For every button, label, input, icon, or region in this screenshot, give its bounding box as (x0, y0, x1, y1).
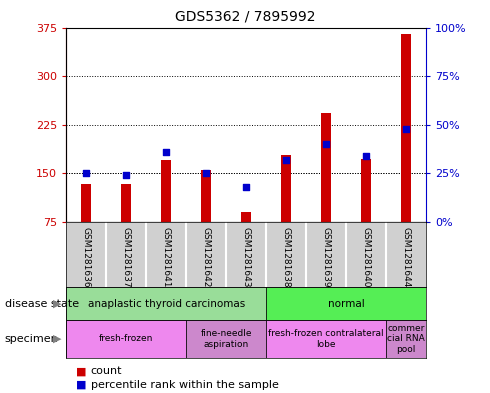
Bar (186, 320, 266, 358)
Text: fresh-frozen contralateral
lobe: fresh-frozen contralateral lobe (269, 329, 384, 349)
Text: fresh-frozen: fresh-frozen (99, 334, 153, 343)
Bar (321, 113, 331, 222)
Text: fine-needle
aspiration: fine-needle aspiration (200, 329, 252, 349)
Bar (121, 184, 131, 222)
Text: ▶: ▶ (53, 299, 61, 309)
Text: GSM1281643: GSM1281643 (242, 227, 251, 288)
Point (322, 141, 330, 147)
Bar (401, 34, 411, 222)
Point (363, 153, 370, 159)
Text: specimen: specimen (5, 334, 59, 344)
Point (202, 170, 210, 176)
Bar (386, 320, 426, 358)
Bar (81, 184, 91, 222)
Bar (266, 287, 426, 320)
Text: GSM1281641: GSM1281641 (162, 227, 171, 288)
Text: GSM1281644: GSM1281644 (402, 227, 411, 288)
Text: disease state: disease state (5, 299, 79, 309)
Bar (66, 287, 266, 320)
Text: count: count (91, 366, 122, 376)
Text: GSM1281640: GSM1281640 (362, 227, 371, 288)
Text: percentile rank within the sample: percentile rank within the sample (91, 380, 278, 390)
Point (282, 157, 290, 163)
Text: ■: ■ (76, 366, 86, 376)
Text: normal: normal (328, 299, 365, 309)
Point (242, 184, 250, 190)
Point (122, 172, 130, 178)
Point (82, 170, 90, 176)
Bar (281, 155, 291, 222)
Text: GSM1281639: GSM1281639 (322, 227, 331, 288)
Bar (361, 159, 371, 222)
Text: ■: ■ (76, 380, 86, 390)
Bar (241, 212, 251, 222)
Point (402, 125, 410, 132)
Point (162, 149, 170, 155)
Text: GSM1281637: GSM1281637 (122, 227, 131, 288)
Bar (161, 160, 171, 222)
Text: anaplastic thyroid carcinomas: anaplastic thyroid carcinomas (88, 299, 245, 309)
Bar (266, 320, 386, 358)
Text: GSM1281638: GSM1281638 (282, 227, 291, 288)
Text: commer
cial RNA
pool: commer cial RNA pool (388, 324, 425, 354)
Text: GDS5362 / 7895992: GDS5362 / 7895992 (175, 10, 315, 24)
Text: GSM1281642: GSM1281642 (202, 227, 211, 288)
Bar (66, 320, 186, 358)
Text: GSM1281636: GSM1281636 (82, 227, 91, 288)
Text: ▶: ▶ (53, 334, 61, 344)
Bar (201, 170, 211, 222)
